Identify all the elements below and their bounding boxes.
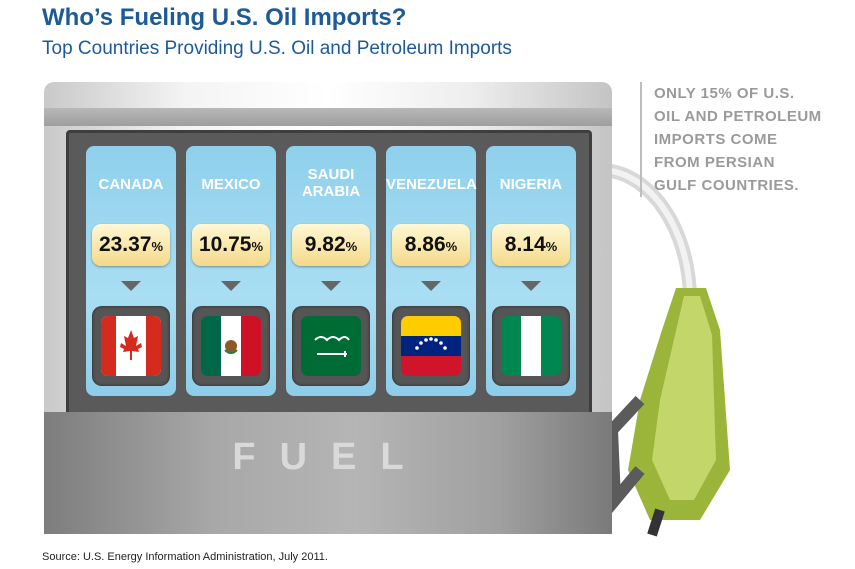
- mexico-flag-icon: [201, 316, 261, 376]
- flag-frame: [192, 306, 270, 386]
- country-name: MEXICO: [201, 176, 261, 193]
- down-arrow-icon: [221, 281, 241, 291]
- value-number: 9.82: [304, 233, 346, 256]
- source-note: Source: U.S. Energy Information Administ…: [42, 551, 328, 563]
- nigeria-flag-icon: [501, 316, 561, 376]
- persian-gulf-note: ONLY 15% OF U.S. OIL AND PETROLEUM IMPOR…: [640, 82, 844, 197]
- flag-frame: [292, 306, 370, 386]
- pump-band: [44, 108, 612, 126]
- country-panel: VENEZUELA 8.86%: [386, 146, 477, 396]
- country-name: NIGERIA: [499, 176, 563, 193]
- flag-frame: [92, 306, 170, 386]
- import-share-value: 8.14%: [492, 224, 570, 266]
- country-name: CANADA: [98, 176, 164, 193]
- percent-sign: %: [345, 239, 358, 254]
- country-name: SAUDI ARABIA: [301, 166, 361, 200]
- percent-sign: %: [251, 239, 264, 254]
- country-panel: NIGERIA 8.14%: [486, 146, 576, 396]
- note-line: IMPORTS COME: [654, 131, 778, 148]
- country-panel: CANADA 23.37%: [86, 146, 176, 396]
- chart-subtitle: Top Countries Providing U.S. Oil and Pet…: [42, 38, 512, 59]
- saudi-arabia-flag-icon: [301, 316, 361, 376]
- pump-fuel-label: FUEL: [232, 436, 428, 478]
- import-share-value: 23.37%: [92, 224, 170, 266]
- value-number: 8.86: [404, 233, 446, 256]
- down-arrow-icon: [521, 281, 541, 291]
- import-share-value: 9.82%: [292, 224, 370, 266]
- venezuela-flag-icon: [401, 316, 461, 376]
- value-number: 23.37: [98, 233, 152, 256]
- pump-lower-panel: [44, 412, 612, 534]
- country-panel: SAUDI ARABIA 9.82%: [286, 146, 376, 396]
- flag-frame: [492, 306, 570, 386]
- import-share-value: 8.86%: [392, 224, 470, 266]
- percent-sign: %: [545, 239, 558, 254]
- chart-title: Who’s Fueling U.S. Oil Imports?: [42, 4, 407, 31]
- percent-sign: %: [151, 239, 164, 254]
- value-number: 8.14: [504, 233, 546, 256]
- note-line: ONLY 15% OF U.S.: [654, 85, 795, 102]
- note-line: FROM PERSIAN: [654, 154, 776, 171]
- down-arrow-icon: [421, 281, 441, 291]
- down-arrow-icon: [321, 281, 341, 291]
- import-share-value: 10.75%: [192, 224, 270, 266]
- flag-frame: [392, 306, 470, 386]
- note-line: GULF COUNTRIES.: [654, 177, 799, 194]
- value-number: 10.75: [198, 233, 252, 256]
- down-arrow-icon: [121, 281, 141, 291]
- country-name: VENEZUELA: [386, 176, 477, 193]
- canada-flag-icon: [101, 316, 161, 376]
- country-panel: MEXICO 10.75%: [186, 146, 276, 396]
- note-line: OIL AND PETROLEUM: [654, 108, 822, 125]
- percent-sign: %: [445, 239, 458, 254]
